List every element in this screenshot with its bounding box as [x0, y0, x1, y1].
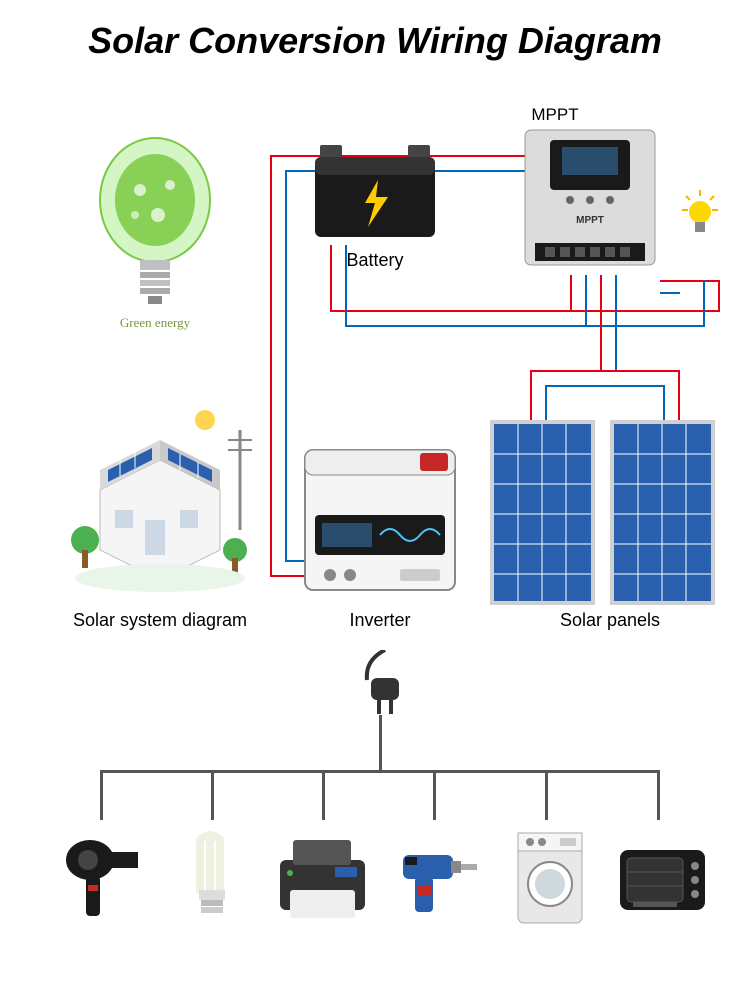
wire-pos	[718, 280, 720, 312]
dist-drop	[433, 770, 436, 820]
lightbulb-icon	[680, 190, 720, 240]
wire-neg	[285, 170, 287, 560]
svg-text:MPPT: MPPT	[576, 215, 604, 226]
page-title: Solar Conversion Wiring Diagram	[88, 20, 662, 62]
printer-icon	[275, 835, 370, 925]
solar-system-label: Solar system diagram	[60, 610, 260, 631]
wire-pos	[270, 155, 272, 575]
dist-drop	[657, 770, 660, 820]
wire-neg	[545, 385, 547, 425]
wire-neg	[345, 325, 705, 327]
dist-drop	[100, 770, 103, 820]
dist-drop	[545, 770, 548, 820]
mppt-controller: MPPT	[520, 125, 660, 275]
green-energy-bulb: Green energy	[80, 120, 230, 320]
battery	[310, 145, 440, 245]
hair-dryer-icon	[60, 830, 145, 925]
cfl-bulb-icon	[175, 830, 250, 925]
solar-panel-1	[490, 420, 595, 605]
toaster-oven-icon	[615, 840, 710, 925]
inverter-label: Inverter	[320, 610, 440, 631]
dist-drop	[322, 770, 325, 820]
wire-neg	[585, 275, 587, 325]
solar-panel-2	[610, 420, 715, 605]
wire-pos	[570, 275, 572, 310]
wire-pos	[530, 370, 680, 372]
mppt-label: MPPT	[520, 105, 590, 125]
wire-pos	[600, 275, 602, 370]
dist-wire	[379, 715, 382, 770]
wire-neg	[663, 385, 665, 425]
battery-label: Battery	[330, 250, 420, 271]
solar-house	[60, 400, 260, 600]
wire-neg	[545, 385, 665, 387]
plug-icon	[355, 650, 415, 730]
washer-icon	[510, 828, 590, 928]
wire-pos	[530, 370, 532, 425]
inverter	[300, 445, 460, 595]
dist-bus	[100, 770, 660, 773]
wire-pos	[678, 370, 680, 425]
solar-panels-label: Solar panels	[540, 610, 680, 631]
drill-icon	[395, 835, 480, 925]
wire-neg	[615, 275, 617, 370]
wire-neg	[660, 292, 680, 294]
wire-pos	[660, 280, 718, 282]
dist-drop	[211, 770, 214, 820]
wire-pos	[330, 310, 720, 312]
wire-neg	[703, 280, 705, 327]
